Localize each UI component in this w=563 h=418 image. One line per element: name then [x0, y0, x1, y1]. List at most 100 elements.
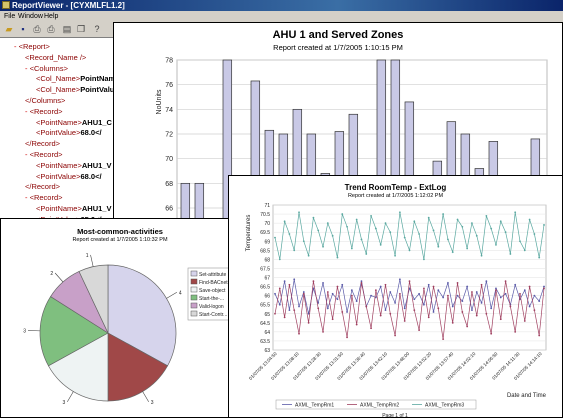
y-tick-label: 65: [264, 312, 270, 318]
series-point: [403, 320, 406, 322]
series-point: [461, 225, 464, 228]
save-icon[interactable]: ▪: [21, 24, 25, 34]
series-point: [336, 256, 339, 259]
menu-file[interactable]: File: [4, 13, 16, 20]
xml-line[interactable]: - <Report>: [14, 42, 50, 51]
series-point: [523, 249, 526, 252]
help-icon[interactable]: ?: [94, 24, 100, 34]
series-point: [480, 254, 483, 257]
pie-chart: 4 3 3 3 2 1 Set-attribute Find-BACnet Save-objec…: [23, 253, 239, 406]
pie-slice: [39, 296, 109, 367]
series-point: [326, 291, 329, 293]
series-point: [451, 305, 454, 308]
series-point: [461, 300, 464, 302]
pie-callout-label: 3: [151, 400, 154, 406]
y-tick-label: 69.5: [260, 230, 270, 236]
series-point: [447, 294, 449, 297]
y-tick-label: 66: [264, 294, 270, 300]
open-icon[interactable]: ▰: [5, 24, 13, 34]
pie-slice: [78, 264, 109, 334]
series-point: [394, 334, 396, 337]
legend-label: Start-Contr...: [199, 312, 227, 318]
series-point: [533, 294, 536, 297]
xml-line[interactable]: - <Columns>: [25, 63, 68, 73]
copy-icon[interactable]: ❐: [76, 24, 86, 34]
series-point: [495, 243, 497, 246]
menu-window[interactable]: Window: [18, 13, 43, 20]
series-point: [447, 238, 449, 241]
y-tick-label: 64.5: [260, 321, 270, 327]
series-point: [274, 312, 276, 315]
series-point: [346, 311, 348, 313]
series-point: [326, 222, 329, 225]
series-point: [360, 282, 363, 284]
series-point: [341, 311, 344, 313]
series-point: [379, 314, 382, 317]
pie-chart-title: Most-common-activities: [77, 227, 163, 236]
series-point: [288, 233, 291, 235]
series-point: [413, 309, 416, 312]
series-point: [379, 285, 382, 288]
series-point: [499, 220, 502, 223]
series-point: [456, 294, 459, 297]
series-point: [331, 234, 334, 237]
series-point: [346, 225, 348, 228]
series-point: [283, 280, 286, 283]
xml-line: <Col_Name>PointValu: [36, 85, 115, 95]
series-point: [307, 254, 310, 257]
xml-line[interactable]: - <Record>: [25, 193, 63, 203]
series-point: [355, 300, 358, 302]
series-point: [293, 249, 296, 252]
pie-chart-window[interactable]: Most-common-activities Report created at…: [0, 218, 240, 418]
series-point: [317, 301, 320, 304]
xml-line[interactable]: - <Record>: [25, 150, 63, 159]
series-point: [480, 301, 483, 304]
menu-help[interactable]: Help: [44, 13, 59, 20]
series-point: [528, 285, 531, 288]
series-point: [365, 305, 368, 308]
series-point: [283, 220, 286, 223]
y-axis-label: Temperatures: [246, 215, 252, 252]
series-point: [514, 330, 517, 333]
series-point: [466, 247, 469, 250]
line-chart-window[interactable]: Trend RoomTemp - ExtLog Report created a…: [228, 175, 563, 418]
series-point: [278, 258, 281, 261]
series-point: [490, 227, 493, 230]
series-point: [307, 321, 310, 324]
series-point: [312, 280, 315, 283]
xml-line: <Col_Name>PointNam: [36, 74, 116, 84]
series-point: [509, 253, 512, 255]
series-point: [360, 280, 363, 283]
series-point: [423, 303, 425, 306]
series-point: [288, 309, 291, 312]
series-point: [437, 307, 440, 310]
y-tick-label: 68: [165, 181, 173, 188]
xml-line[interactable]: - <Record>: [25, 106, 63, 116]
series-point: [336, 298, 339, 301]
series-point: [495, 287, 497, 290]
legend-swatch: [190, 302, 198, 309]
series-point: [384, 283, 387, 286]
series-point: [504, 280, 507, 283]
series-point: [408, 280, 411, 283]
page-footer: Page 1 of 1: [382, 413, 408, 418]
xml-line: </Columns>: [25, 96, 66, 105]
series-point: [322, 330, 324, 333]
pie-callout-line: [54, 272, 64, 283]
series-point: [322, 282, 324, 284]
print-preview-icon[interactable]: ⎙: [47, 24, 55, 34]
app-icon: [2, 1, 10, 9]
page-icon[interactable]: ▤: [62, 24, 72, 34]
series-point: [504, 231, 507, 234]
series-point: [360, 238, 363, 241]
x-axis-label: Date and Time: [507, 393, 547, 399]
y-tick-label: 64: [264, 330, 270, 336]
series-point: [485, 312, 488, 315]
series-point: [312, 216, 315, 219]
y-tick-label: 66.5: [260, 285, 270, 291]
title-bar: ReportViewer - [CYXMLFL1.2]: [0, 0, 563, 11]
print-icon[interactable]: ⎙: [33, 24, 41, 34]
series-point: [456, 282, 459, 284]
series-point: [370, 327, 372, 330]
